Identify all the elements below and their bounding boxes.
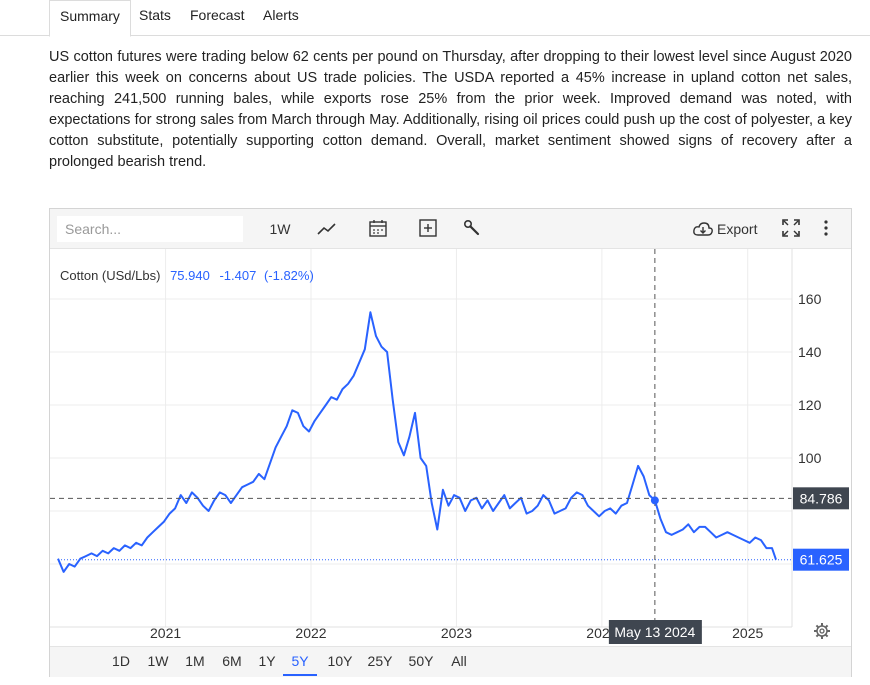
fullscreen-button[interactable] <box>781 216 805 242</box>
range-1d[interactable]: 1D <box>112 653 130 669</box>
export-button[interactable]: Export <box>692 216 762 242</box>
y-tick-label: 160 <box>798 291 822 307</box>
x-tick-label: 2025 <box>732 625 763 641</box>
gear-icon <box>814 623 830 639</box>
y-tick-label: 100 <box>798 450 822 466</box>
chart-grid <box>50 249 792 627</box>
tab-stats[interactable]: Stats <box>139 7 171 23</box>
export-label: Export <box>717 221 758 237</box>
summary-paragraph: US cotton futures were trading below 62 … <box>49 49 852 170</box>
more-vertical-icon <box>824 220 828 236</box>
svg-text:May 13 2024: May 13 2024 <box>614 624 695 640</box>
range-50y[interactable]: 50Y <box>408 653 434 669</box>
crosshair-date-label: May 13 2024 <box>608 620 702 644</box>
tab-forecast[interactable]: Forecast <box>190 7 245 23</box>
symbol-search-input[interactable] <box>57 216 243 242</box>
tab-alerts[interactable]: Alerts <box>263 7 299 23</box>
x-tick-label: 2021 <box>150 625 181 641</box>
more-options-button[interactable] <box>816 216 836 242</box>
tab-bar: Summary Stats Forecast Alerts <box>0 0 870 37</box>
range-6m[interactable]: 6M <box>222 653 242 669</box>
range-5y[interactable]: 5Y <box>283 647 317 676</box>
y-tick-label: 140 <box>798 344 822 360</box>
tab-summary[interactable]: Summary <box>49 0 131 37</box>
range-1m[interactable]: 1M <box>185 653 205 669</box>
crosshair-price-label: 84.786 <box>793 487 849 510</box>
x-axis: 2021 2022 2023 2024 2025 <box>150 625 763 641</box>
last-price-label: 61.625 <box>793 548 849 571</box>
chart-widget: 1W <box>49 208 852 677</box>
legend-symbol-name: Cotton (USd/Lbs) <box>60 268 160 283</box>
interval-button[interactable]: 1W <box>269 221 291 237</box>
settings-tools-button[interactable] <box>462 216 486 242</box>
compare-button[interactable] <box>418 216 442 242</box>
svg-text:84.786: 84.786 <box>800 490 843 506</box>
plus-box-icon <box>419 219 437 237</box>
range-1y[interactable]: 1Y <box>258 653 276 669</box>
crosshair-point <box>650 496 659 505</box>
range-selector: 1D 1W 1M 6M 1Y 5Y 10Y 25Y 50Y All <box>50 646 851 677</box>
chart-settings-button[interactable] <box>814 623 830 639</box>
range-10y[interactable]: 10Y <box>327 653 353 669</box>
calendar-icon <box>369 220 387 237</box>
legend-change: -1.407 <box>219 268 256 283</box>
cloud-download-icon <box>693 222 713 236</box>
date-range-button[interactable] <box>368 216 392 242</box>
x-tick-label: 2022 <box>295 625 326 641</box>
range-all[interactable]: All <box>451 653 467 669</box>
range-1w[interactable]: 1W <box>147 653 169 669</box>
x-tick-label: 2023 <box>441 625 472 641</box>
legend: Cotton (USd/Lbs) 75.940 -1.407 (-1.82%) <box>60 268 314 283</box>
chart-toolbar: 1W <box>50 209 851 249</box>
legend-change-pct: (-1.82%) <box>264 268 314 283</box>
range-25y[interactable]: 25Y <box>367 653 393 669</box>
line-chart-icon <box>317 223 336 235</box>
wrench-icon <box>463 219 480 236</box>
fullscreen-icon <box>782 219 800 237</box>
y-axis: 100 120 140 160 <box>798 291 822 466</box>
y-tick-label: 120 <box>798 397 822 413</box>
legend-price: 75.940 <box>170 268 210 283</box>
price-series-line <box>57 311 777 573</box>
svg-text:61.625: 61.625 <box>800 552 843 568</box>
chart-type-button[interactable] <box>316 216 342 242</box>
